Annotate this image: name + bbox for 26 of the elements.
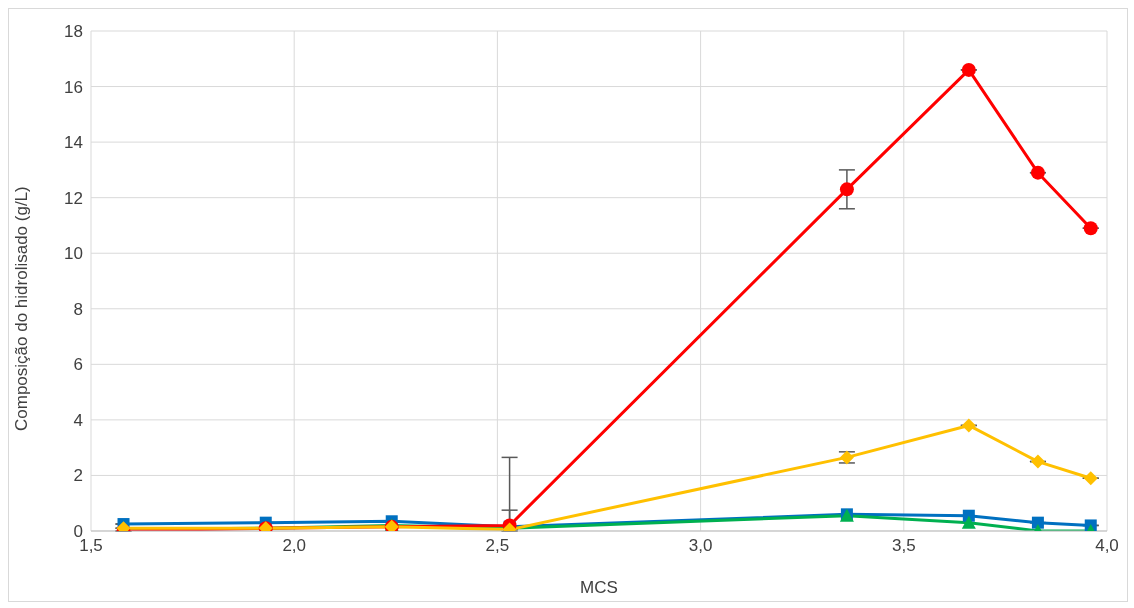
y-tick-label: 2 bbox=[73, 466, 83, 486]
y-axis-title: Composição do hidrolisado (g/L) bbox=[12, 186, 32, 431]
y-tick-label: 14 bbox=[64, 133, 83, 153]
point bbox=[1030, 454, 1045, 469]
y-tick-label: 18 bbox=[64, 22, 83, 42]
point bbox=[1031, 516, 1044, 529]
x-tick-label: 1,5 bbox=[79, 536, 103, 556]
point bbox=[839, 182, 854, 197]
x-tick-label: 2,0 bbox=[282, 536, 307, 556]
point bbox=[961, 418, 976, 433]
y-tick-label: 16 bbox=[64, 77, 83, 97]
y-tick-label: 12 bbox=[64, 188, 83, 208]
x-tick-label: 4,0 bbox=[1095, 536, 1119, 556]
x-tick-label: 3,5 bbox=[891, 536, 916, 556]
x-tick-label: 2,5 bbox=[485, 536, 510, 556]
point bbox=[1083, 471, 1098, 486]
x-tick-label: 3,0 bbox=[688, 536, 713, 556]
y-tick-label: 10 bbox=[64, 244, 83, 264]
y-tick-label: 6 bbox=[73, 355, 83, 375]
point bbox=[1030, 165, 1045, 180]
point bbox=[961, 62, 976, 77]
y-tick-label: 8 bbox=[73, 299, 83, 319]
x-axis-title: MCS bbox=[580, 578, 618, 597]
point bbox=[1083, 221, 1098, 236]
point bbox=[961, 515, 976, 529]
y-tick-label: 4 bbox=[73, 410, 83, 430]
